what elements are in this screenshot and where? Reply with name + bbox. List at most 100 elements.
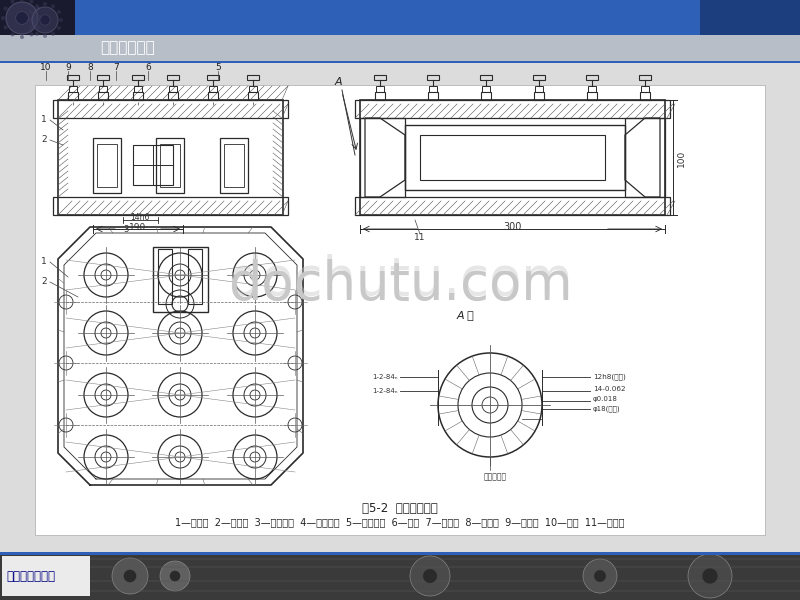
Circle shape [35,4,39,8]
Text: A 向: A 向 [456,310,474,320]
Bar [160,144,180,187]
Bar [53,197,288,215]
Circle shape [160,561,190,591]
Circle shape [124,570,136,582]
Bar [587,92,597,100]
Bar [355,100,670,118]
Circle shape [10,32,14,37]
Text: 11: 11 [414,232,426,241]
Circle shape [35,32,39,36]
Text: 1-2-84ₙ: 1-2-84ₙ [373,374,398,380]
Text: 5: 5 [215,64,221,73]
Bar [209,86,217,92]
Circle shape [43,34,47,38]
Bar [247,75,259,80]
Text: 300: 300 [503,222,521,232]
Bar [429,86,437,92]
Text: 1: 1 [41,257,47,266]
Circle shape [57,26,61,30]
Bar [249,86,257,92]
Text: 100: 100 [677,149,686,167]
Text: 14h6: 14h6 [130,214,150,223]
Bar [355,197,670,215]
Bar [80,558,800,560]
Bar [169,86,177,92]
Text: 190: 190 [130,223,146,232]
Bar [168,92,178,100]
Circle shape [16,11,29,25]
Bar [93,138,121,193]
Circle shape [410,556,450,596]
Bar [188,249,202,304]
Bar [534,92,544,100]
Circle shape [40,15,50,25]
Bar [482,86,490,92]
Bar [0,0,700,35]
Bar [625,118,665,197]
Bar [480,75,492,80]
Circle shape [3,25,7,29]
Circle shape [20,35,24,39]
Text: 2: 2 [41,136,47,145]
Bar [420,135,605,180]
Bar [360,118,405,197]
Circle shape [51,4,55,8]
Bar [67,75,79,80]
Text: dochutu.com: dochutu.com [228,254,572,306]
Bar [58,100,283,215]
Bar [0,0,800,35]
Bar [533,75,545,80]
Bar [153,247,208,312]
Circle shape [59,18,63,22]
Bar [208,92,218,100]
Circle shape [43,2,47,6]
Bar [2,556,90,596]
Bar [586,75,598,80]
Circle shape [39,16,43,20]
Bar [427,75,439,80]
Circle shape [594,570,606,582]
Text: 10: 10 [40,64,52,73]
Bar [0,35,800,61]
Polygon shape [700,0,800,35]
Bar [68,92,78,100]
Text: 7: 7 [113,64,119,73]
Circle shape [37,25,41,29]
Text: 3: 3 [123,224,129,233]
Circle shape [6,2,38,34]
Bar [158,249,172,304]
Circle shape [37,7,41,10]
Circle shape [29,26,33,30]
Bar [207,75,219,80]
Text: 8: 8 [87,64,93,73]
Text: 12h8(基尺): 12h8(基尺) [593,374,626,380]
Bar [405,125,625,190]
Text: dochutu.com: dochutu.com [228,259,572,311]
Text: 机械工业出版社: 机械工业出版社 [6,569,55,583]
Text: 1: 1 [41,115,47,124]
Text: 1—夹具体  2—对刀块  3—浮动杠杆  4—绞链螺钉  5—活节螺栓  6—螺母  7—菱形销  8—支承板  9—圆柱销  10—压板  11—定位键: 1—夹具体 2—对刀块 3—浮动杠杆 4—绞链螺钉 5—活节螺栓 6—螺母 7—… [175,517,625,527]
Circle shape [57,10,61,14]
Circle shape [20,0,24,1]
Bar [641,86,649,92]
Bar [428,92,438,100]
Bar [639,75,651,80]
Bar [224,144,244,187]
Bar [535,86,543,92]
Text: 图5-2  连杆铣槽夹具: 图5-2 连杆铣槽夹具 [362,502,438,514]
Bar [640,92,650,100]
Bar [248,92,258,100]
Circle shape [583,559,617,593]
Circle shape [702,568,718,584]
Circle shape [1,16,5,20]
Bar [132,75,144,80]
Bar [0,63,800,552]
Bar [167,75,179,80]
Text: 14-0.062: 14-0.062 [593,386,626,392]
Bar [133,145,173,185]
Bar [97,144,117,187]
Text: 机械设计基础: 机械设计基础 [100,40,154,55]
Bar [98,92,108,100]
Text: 6: 6 [145,64,151,73]
Text: 1-2-84ₙ: 1-2-84ₙ [373,388,398,394]
